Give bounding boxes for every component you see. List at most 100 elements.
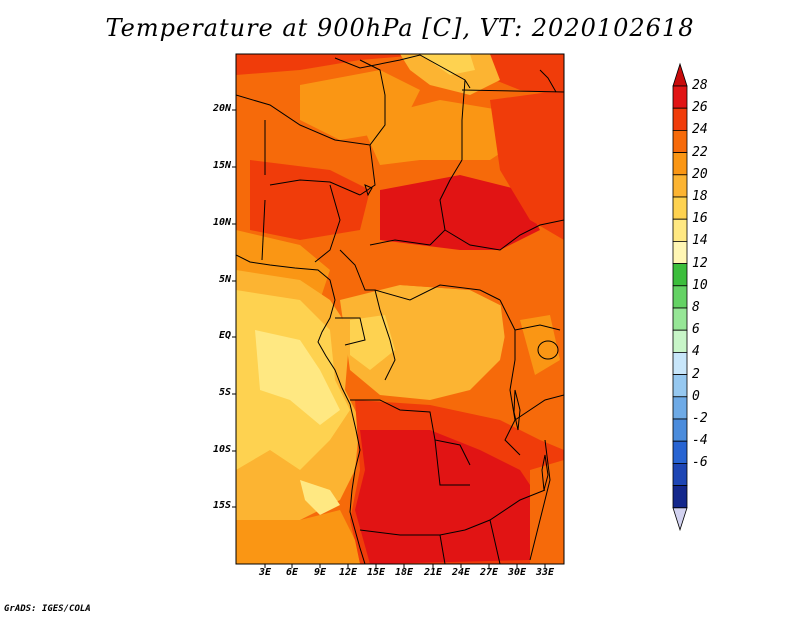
border-gabon: [335, 317, 366, 346]
colorbar-level-label: -2: [692, 411, 708, 426]
colorbar: [672, 62, 688, 532]
lake-tanganyika: [513, 389, 521, 431]
field-central-warm: [370, 240, 540, 310]
border-congo-drc: [379, 309, 396, 381]
lon-label: 21E: [423, 567, 443, 578]
lat-label: 15S: [212, 500, 231, 511]
colorbar-level-label: 28: [692, 78, 708, 93]
map-title: Temperature at 900hPa [C], VT: 202010261…: [105, 14, 695, 42]
colorbar-level-label: 6: [692, 322, 700, 338]
lake-victoria: [537, 340, 559, 360]
border-nigeria-cameroon: [314, 184, 341, 263]
colorbar-level-label: 24: [692, 122, 708, 138]
lon-label: 9E: [313, 567, 327, 578]
field-sahel-cool: [360, 100, 520, 165]
temperature-field: [236, 54, 564, 564]
map-ticks: [232, 109, 546, 568]
lon-label: 27E: [479, 567, 499, 578]
lake-chad: [364, 184, 373, 197]
grads-credit: GrADS: IGES/COLA: [4, 604, 91, 614]
border-chad-sudan: [429, 159, 463, 246]
field-chad-hot: [380, 175, 540, 250]
coastline-west: [236, 254, 366, 564]
lat-label: 5S: [218, 387, 231, 398]
colorbar-box: [672, 462, 688, 486]
lon-label: 33E: [535, 567, 555, 578]
colorbar-level-label: 14: [692, 233, 708, 249]
lat-label: 10N: [212, 217, 231, 228]
lake-malawi: [541, 454, 549, 491]
colorbar-level-label: 8: [692, 300, 700, 315]
field-northeast-cooler: [420, 54, 475, 75]
colorbar-box: [672, 485, 688, 509]
border-zimbabwe: [489, 519, 501, 564]
lon-label: 18E: [394, 567, 414, 578]
border-chad-car: [369, 239, 431, 246]
colorbar-level-label: -6: [692, 455, 708, 471]
colorbar-level-label: -4: [692, 433, 708, 449]
lon-label: 6E: [285, 567, 299, 578]
lon-label: 30E: [507, 567, 527, 578]
colorbar-box: [672, 285, 688, 309]
field-southwest-coast: [236, 510, 360, 564]
colorbar-box: [672, 196, 688, 220]
colorbar-level-label: 4: [692, 344, 700, 360]
border-sudan-south: [444, 219, 564, 251]
colorbar-box: [672, 396, 688, 420]
colorbar-bottom-arrow: [672, 507, 688, 532]
map-frame: [235, 53, 565, 565]
lat-label: EQ: [218, 330, 231, 341]
colorbar-level-label: 12: [692, 255, 708, 271]
lon-label: 3E: [258, 567, 272, 578]
border-zambia-south: [464, 489, 546, 531]
border-drc-angola: [350, 399, 471, 466]
border-cameroon-car: [339, 249, 381, 311]
lat-label: 20N: [212, 103, 231, 114]
border-car-drc: [374, 284, 501, 301]
border-nigeria-benin: [261, 199, 266, 261]
field-southeast-warm: [530, 460, 564, 564]
colorbar-level-label: 16: [692, 211, 708, 227]
field-south-hot: [355, 430, 540, 564]
lat-label: 10S: [212, 444, 231, 455]
border-mozambique: [529, 439, 551, 561]
border-chad-niger: [359, 144, 376, 196]
border-libya-east: [461, 79, 466, 160]
lon-label: 24E: [451, 567, 471, 578]
country-borders: [236, 54, 564, 564]
colorbar-level-label: 20: [692, 166, 708, 182]
lat-label: 15N: [212, 160, 231, 171]
colorbar-box: [672, 107, 688, 131]
border-angola-zambia: [434, 439, 470, 486]
lon-label: 12E: [338, 567, 358, 578]
colorbar-box: [672, 174, 688, 198]
field-west-coast: [236, 230, 330, 300]
colorbar-top-arrow: [672, 62, 688, 87]
colorbar-box: [672, 218, 688, 242]
colorbar-level-label: 18: [692, 189, 708, 204]
colorbar-box: [672, 85, 688, 109]
colorbar-box: [672, 129, 688, 153]
border-botswana: [439, 534, 446, 564]
field-ocean-south-cool: [300, 480, 340, 515]
field-east-hot: [490, 90, 564, 240]
red-sea-coast: [539, 69, 557, 93]
field-congo-inner: [350, 315, 395, 370]
colorbar-level-label: 10: [692, 277, 708, 293]
field-congo-cool: [340, 285, 510, 400]
border-east-uganda: [514, 324, 561, 331]
field-ocean-coolest: [255, 330, 340, 425]
colorbar-box: [672, 263, 688, 287]
border-egypt-sudan: [461, 89, 564, 93]
colorbar-level-label: 22: [692, 144, 708, 160]
colorbar-box: [672, 418, 688, 442]
colorbar-box: [672, 307, 688, 331]
colorbar-box: [672, 440, 688, 464]
colorbar-box: [672, 374, 688, 398]
colorbar-box: [672, 329, 688, 353]
colorbar-level-label: 26: [692, 100, 708, 116]
colorbar-box: [672, 240, 688, 264]
colorbar-level-label: 2: [692, 366, 700, 382]
border-libya: [334, 54, 471, 89]
